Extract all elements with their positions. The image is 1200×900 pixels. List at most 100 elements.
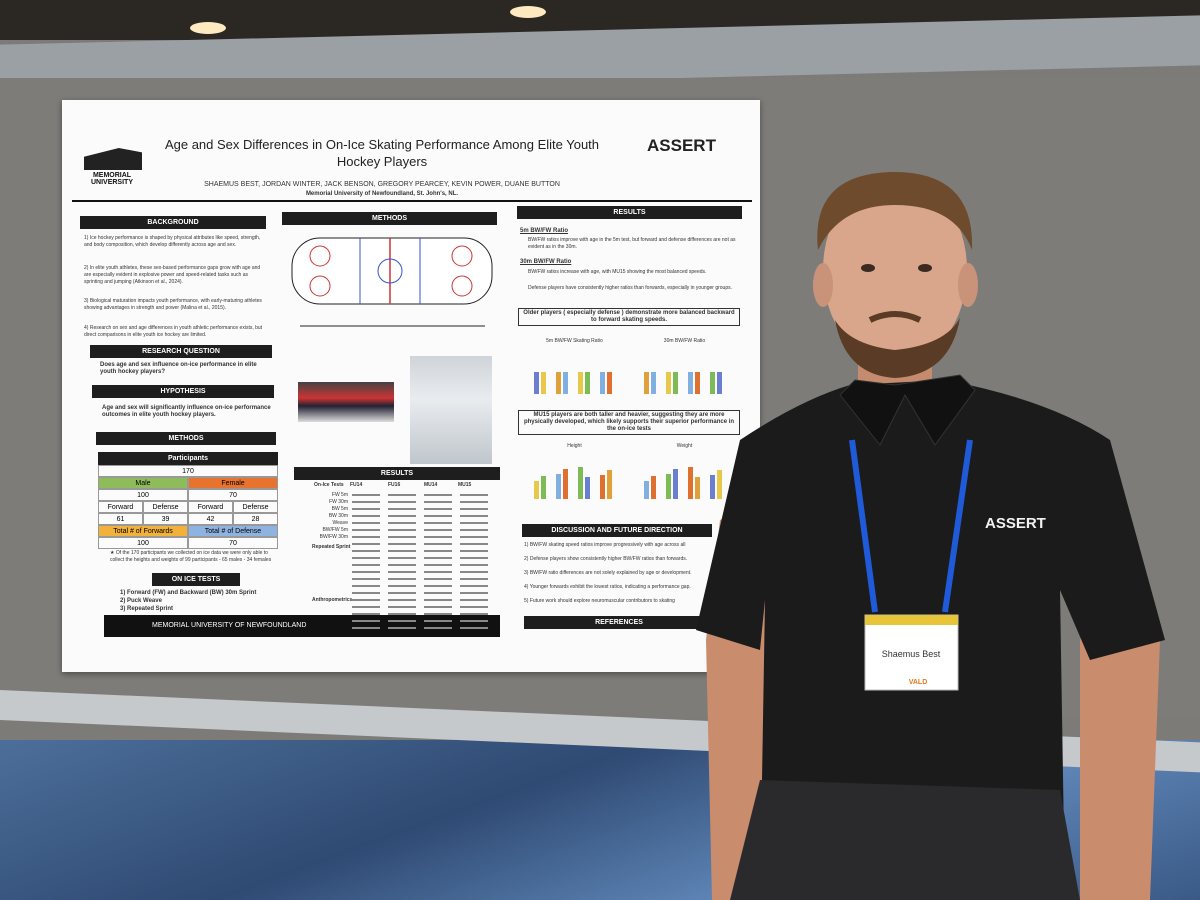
authors: SHAEMUS BEST, JORDAN WINTER, JACK BENSON… — [204, 181, 560, 188]
table-cell-blur — [388, 585, 416, 587]
table-cell-blur — [460, 501, 488, 503]
table-cell-blur — [460, 578, 488, 580]
logo-text: MEMORIAL UNIVERSITY — [90, 172, 133, 186]
section-heading: DISCUSSION AND FUTURE DIRECTION — [522, 524, 712, 537]
rink-circle — [377, 258, 403, 284]
table-cell-blur — [460, 606, 488, 608]
table-cell-blur — [388, 543, 416, 545]
section-heading: ON ICE TESTS — [152, 573, 240, 586]
table-group: Repeated Sprint — [312, 544, 351, 550]
table-cell-blur — [460, 494, 488, 496]
table-cell-blur — [388, 627, 416, 629]
table-cell-blur — [424, 522, 452, 524]
badge-name: Shaemus Best — [882, 649, 941, 659]
chart-title: 5m BW/FW Skating Ratio — [546, 338, 603, 344]
text-block: BW/FW ratios improve with age in the 5m … — [528, 237, 736, 250]
decor-bar — [585, 372, 590, 394]
affiliation: Memorial University of Newfoundland, St.… — [305, 191, 459, 197]
table-cell-blur — [424, 585, 452, 587]
table-cell-blur — [460, 550, 488, 552]
list-item: 2) Puck Weave — [120, 598, 162, 604]
table-cell-blur — [424, 564, 452, 566]
table-cell-blur — [388, 508, 416, 510]
table-cell: Forward — [98, 501, 143, 513]
table-cell-blur — [352, 627, 380, 629]
table-cell: Female — [188, 477, 278, 489]
table-cell-blur — [424, 515, 452, 517]
callout: Older players ( especially defense ) dem… — [518, 308, 740, 326]
decor-bar — [578, 372, 583, 394]
table-cell-blur — [352, 592, 380, 594]
decor-bar — [688, 467, 693, 499]
hair — [817, 171, 973, 250]
table-cell-blur — [460, 529, 488, 531]
text-block: 2) In elite youth athletes, these sex-ba… — [84, 265, 261, 285]
section-heading: RESULTS — [517, 206, 742, 219]
decor-bar — [644, 372, 649, 394]
table-cell-blur — [388, 529, 416, 531]
table-cell-blur — [460, 613, 488, 615]
table-row-label: BW/FW 30m — [319, 534, 348, 540]
badge-strip — [865, 615, 958, 625]
section-heading: BACKGROUND — [80, 216, 266, 229]
table-cell-blur — [352, 522, 380, 524]
decor-bar — [600, 372, 605, 394]
table-cell: Total # of Defense — [188, 525, 278, 537]
table-cell-blur — [460, 543, 488, 545]
rink — [291, 237, 493, 305]
table-cell-blur — [388, 599, 416, 601]
table-cell-blur — [388, 536, 416, 538]
decor-bar — [710, 372, 715, 394]
decor-bar — [578, 467, 583, 499]
table-cell-blur — [388, 578, 416, 580]
table-cell-blur — [460, 536, 488, 538]
trousers — [730, 780, 1080, 900]
badge — [864, 614, 959, 691]
poster-title: Age and Sex Differences in On-Ice Skatin… — [164, 137, 600, 169]
section-heading: RESEARCH QUESTION — [90, 345, 272, 358]
decor-bar — [534, 481, 539, 499]
chart-title: Height — [567, 443, 582, 449]
chart-title: 30m BW/FW Ratio — [663, 338, 706, 344]
moustache — [868, 311, 922, 323]
decor-bar — [717, 470, 722, 499]
badge-sponsor: VALD — [909, 679, 928, 686]
text-block: Defense players have consistently higher… — [528, 285, 732, 291]
chart-title: Weight — [676, 443, 693, 449]
equipment-photo — [298, 382, 394, 422]
section-heading: METHODS — [96, 432, 276, 445]
table-cell-blur — [388, 494, 416, 496]
table-cell: Defense — [143, 501, 188, 513]
lanyard — [942, 439, 973, 613]
decor-bar — [710, 475, 715, 499]
table-cell: Total # of Forwards — [98, 525, 188, 537]
table-heading: Participants — [98, 452, 278, 465]
table-cell-blur — [424, 606, 452, 608]
lanyard — [849, 439, 878, 613]
table-row-label: BW/FW 5m — [322, 527, 348, 533]
table-cell-blur — [424, 529, 452, 531]
rink-circle — [451, 275, 473, 297]
divider — [72, 200, 752, 202]
table-cell-blur — [460, 620, 488, 622]
ear — [958, 263, 978, 307]
note: ★ Of the 170 participants we collected o… — [110, 550, 272, 563]
poster: MEMORIAL UNIVERSITY Age and Sex Differen… — [62, 100, 760, 672]
table-header: FU14 — [350, 482, 363, 488]
decor-bar — [695, 372, 700, 394]
table-cell-blur — [388, 522, 416, 524]
decor-bar — [585, 477, 590, 499]
list-item: 4) Younger forwards exhibit the lowest r… — [524, 584, 691, 590]
decor-bar — [607, 372, 612, 394]
table-cell-blur — [460, 599, 488, 601]
table-cell-blur — [424, 620, 452, 622]
text-block: 4) Research on sex and age differences i… — [84, 325, 263, 338]
table-cell: Forward — [188, 501, 233, 513]
eye — [861, 264, 875, 272]
table-cell-blur — [388, 620, 416, 622]
light — [190, 22, 226, 34]
table-header: MU15 — [458, 482, 472, 488]
table-cell-blur — [352, 550, 380, 552]
table-cell-blur — [460, 585, 488, 587]
